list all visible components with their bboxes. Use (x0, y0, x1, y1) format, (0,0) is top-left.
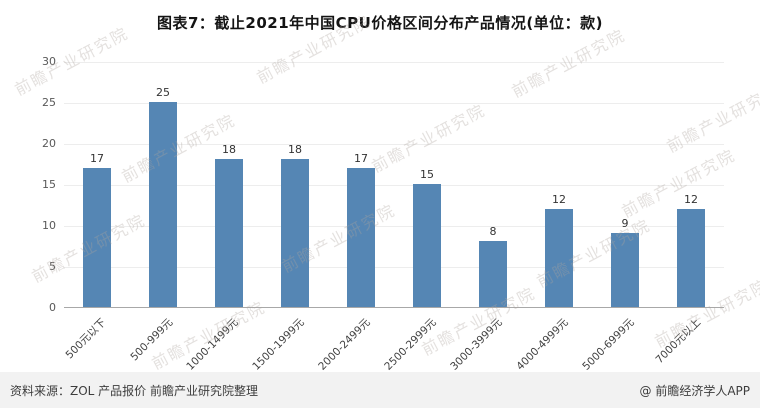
bar-value-label: 17 (90, 151, 104, 165)
x-axis-tick-label: 2500-2999元 (382, 316, 439, 373)
y-axis-tick-label: 15 (42, 178, 56, 191)
bar-4000-4999元 (545, 208, 573, 307)
bar-5000-6999元 (611, 233, 639, 307)
x-axis-tick-label: 500元以下 (63, 316, 109, 362)
footer-bar: 资料来源：ZOL 产品报价 前瞻产业研究院整理 @ 前瞻经济学人APP (0, 372, 760, 408)
y-axis-tick-label: 30 (42, 55, 56, 68)
gridline (64, 226, 724, 227)
bar-2500-2999元 (413, 184, 441, 307)
gridline (64, 267, 724, 268)
bar-3000-3999元 (479, 241, 507, 307)
gridline (64, 144, 724, 145)
bar-value-label: 17 (354, 151, 368, 165)
x-axis-tick-label: 3000-3999元 (448, 316, 505, 373)
y-axis-tick-label: 20 (42, 137, 56, 150)
y-axis-tick-label: 5 (49, 260, 56, 273)
bar-500-999元 (149, 102, 177, 307)
y-axis-tick-label: 0 (49, 301, 56, 314)
bar-value-label: 25 (156, 86, 170, 99)
x-axis-tick-label: 500-999元 (127, 316, 175, 364)
bar-value-label: 18 (288, 143, 302, 157)
bar-value-label: 12 (684, 192, 698, 206)
x-axis-tick-label: 4000-4999元 (514, 316, 571, 373)
x-axis-tick-label: 1000-1499元 (184, 316, 241, 373)
bar-1000-1499元 (215, 159, 243, 307)
bar-value-label: 8 (489, 225, 497, 239)
bar-500元以下 (83, 167, 111, 307)
y-axis-tick-label: 25 (42, 96, 56, 109)
gridline (64, 185, 724, 186)
bar-2000-2499元 (347, 167, 375, 307)
bar-7000元以上 (677, 208, 705, 307)
source-text: 资料来源：ZOL 产品报价 前瞻产业研究院整理 (10, 383, 258, 398)
bar-value-label: 12 (552, 192, 566, 206)
gridline (64, 103, 724, 104)
x-axis-tick-label: 7000元以上 (653, 316, 703, 367)
chart-title: 图表7：截止2021年中国CPU价格区间分布产品情况(单位：款) (156, 14, 604, 32)
x-axis-line (64, 307, 724, 308)
plot-area: 0 5 10 15 20 25 30 17 500元以下 25 500-999元 18 1000-149… (42, 55, 724, 373)
bar-1500-1999元 (281, 159, 309, 307)
bar-value-label: 18 (222, 143, 236, 157)
brand-text: @ 前瞻经济学人APP (639, 383, 751, 398)
bar-value-label: 9 (621, 217, 629, 231)
y-axis-tick-label: 10 (42, 219, 56, 232)
gridline (64, 62, 724, 63)
x-axis-tick-label: 2000-2499元 (316, 316, 373, 373)
x-axis-tick-label: 1500-1999元 (250, 316, 307, 373)
x-axis-tick-label: 5000-6999元 (580, 316, 637, 373)
bar-value-label: 15 (420, 168, 434, 181)
